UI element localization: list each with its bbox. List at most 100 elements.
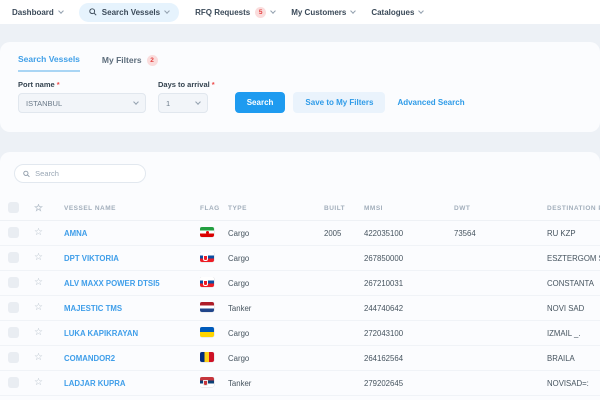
favorite-star-icon[interactable]: ☆ xyxy=(34,353,43,363)
col-flag: FLAG xyxy=(200,205,220,212)
vessel-name-cell: ALV MAXX POWER DTSI5 xyxy=(64,279,200,288)
nav-item-my-customers[interactable]: My Customers xyxy=(291,8,357,17)
vessel-name-link[interactable]: COMANDOR2 xyxy=(64,353,116,363)
tab-search-vessels[interactable]: Search Vessels xyxy=(18,54,80,72)
days-to-arrival-label: Days to arrival * xyxy=(158,80,215,89)
mmsi-cell: 267210031 xyxy=(364,278,404,288)
destination-cell: CONSTANTA xyxy=(547,278,594,288)
row-checkbox[interactable] xyxy=(8,376,19,388)
row-star-cell: ☆ xyxy=(34,353,64,363)
favorite-star-icon[interactable]: ☆ xyxy=(34,228,43,238)
favorite-star-icon[interactable]: ☆ xyxy=(34,328,43,338)
top-navbar: Dashboard Search Vessels RFQ Requests 5 … xyxy=(0,0,600,24)
nav-item-search-vessels[interactable]: Search Vessels xyxy=(78,2,180,22)
filters-card: Search Vessels My Filters 2 Port name * … xyxy=(0,42,600,132)
flag-iran-icon xyxy=(200,227,214,237)
table-row: ☆ DPT VIKTORIA Cargo 267850000 ESZTERGOM STU xyxy=(0,246,600,271)
vessel-name-link[interactable]: MAJESTIC TMS xyxy=(64,303,123,313)
vessel-name-cell: DPT VIKTORIA xyxy=(64,254,200,263)
vessel-name-cell: LUKA KAPIKRAYAN xyxy=(64,329,200,338)
flag-cell xyxy=(200,252,228,264)
vessel-name-link[interactable]: DPT VIKTORIA xyxy=(64,253,119,263)
vessel-name-link[interactable]: AMNA xyxy=(64,228,88,238)
vessel-table-body: ☆ AMNA Cargo 2005 422035100 73564 RU KZP ☆ DPT V… xyxy=(0,221,600,400)
flag-slovakia-icon xyxy=(200,277,214,287)
row-checkbox-cell xyxy=(8,351,34,365)
row-checkbox[interactable] xyxy=(8,251,19,263)
mmsi-cell: 267850000 xyxy=(364,253,404,263)
favorite-star-icon[interactable]: ☆ xyxy=(34,378,43,388)
flag-slovakia-icon xyxy=(200,252,214,262)
row-checkbox[interactable] xyxy=(8,351,19,363)
vessel-name-link[interactable]: LUKA KAPIKRAYAN xyxy=(64,328,139,338)
chevron-down-icon xyxy=(133,99,139,105)
destination-cell: IZMAIL _. xyxy=(547,328,581,338)
row-star-cell: ☆ xyxy=(34,328,64,338)
filter-buttons: Search Save to My Filters Advanced Searc… xyxy=(234,92,469,113)
type-cell: Tanker xyxy=(228,303,252,313)
type-cell: Cargo xyxy=(228,278,250,288)
col-type: TYPE xyxy=(228,205,247,212)
table-row: ☆GASLOG CHELSEATanker201031067000086353E… xyxy=(0,396,600,400)
tab-label: My Filters xyxy=(101,55,142,65)
nav-item-label: Search Vessels xyxy=(101,7,161,17)
vessel-name-cell: LADJAR KUPRA xyxy=(64,379,200,388)
favorite-star-icon[interactable]: ☆ xyxy=(34,303,43,313)
destination-cell: NOVISAD=: xyxy=(547,378,589,388)
nav-item-catalogues[interactable]: Catalogues xyxy=(371,8,425,17)
port-name-select[interactable]: ISTANBUL xyxy=(18,93,146,113)
days-to-arrival-value: 1 xyxy=(166,98,171,108)
rfq-count-badge: 5 xyxy=(255,6,267,18)
col-mmsi: MMSI xyxy=(364,205,383,212)
row-star-cell: ☆ xyxy=(34,253,64,263)
row-checkbox-cell xyxy=(8,301,34,315)
favorite-star-icon[interactable]: ☆ xyxy=(34,253,43,263)
chevron-down-icon xyxy=(418,8,425,14)
table-row: ☆ LUKA KAPIKRAYAN Cargo 272043100 IZMAIL _. xyxy=(0,321,600,346)
col-vessel-name: VESSEL NAME xyxy=(64,205,116,212)
row-checkbox-cell xyxy=(8,326,34,340)
star-icon: ☆ xyxy=(34,203,44,214)
table-search-box[interactable] xyxy=(14,164,146,183)
nav-item-rfq-requests[interactable]: RFQ Requests 5 xyxy=(195,6,277,18)
header-star-cell: ☆ xyxy=(34,204,64,214)
row-star-cell: ☆ xyxy=(34,228,64,238)
type-cell: Tanker xyxy=(228,378,252,388)
required-asterisk: * xyxy=(56,80,60,89)
tab-label: Search Vessels xyxy=(18,54,80,64)
table-row: ☆ AMNA Cargo 2005 422035100 73564 RU KZP xyxy=(0,221,600,246)
row-checkbox-cell xyxy=(8,226,34,240)
row-star-cell: ☆ xyxy=(34,303,64,313)
row-checkbox[interactable] xyxy=(8,226,19,238)
type-cell: Cargo xyxy=(228,328,250,338)
select-all-checkbox[interactable] xyxy=(8,202,19,213)
type-cell: Cargo xyxy=(228,353,250,363)
nav-item-label: Dashboard xyxy=(12,7,54,17)
row-checkbox[interactable] xyxy=(8,276,19,288)
advanced-search-button[interactable]: Advanced Search xyxy=(393,92,468,113)
table-row: ☆ LADJAR KUPRA Tanker 279202645 NOVISAD=: xyxy=(0,371,600,396)
col-built: BUILT xyxy=(324,205,346,212)
search-button[interactable]: Search xyxy=(234,92,286,113)
save-to-my-filters-button[interactable]: Save to My Filters xyxy=(293,92,386,113)
flag-cell xyxy=(200,352,228,364)
search-icon xyxy=(23,170,30,177)
tabs: Search Vessels My Filters 2 xyxy=(14,54,586,72)
tab-my-filters[interactable]: My Filters 2 xyxy=(102,54,158,72)
vessel-name-link[interactable]: ALV MAXX POWER DTSI5 xyxy=(64,278,160,288)
row-star-cell: ☆ xyxy=(34,278,64,288)
row-checkbox[interactable] xyxy=(8,326,19,338)
days-to-arrival-select[interactable]: 1 xyxy=(158,93,208,113)
nav-item-dashboard[interactable]: Dashboard xyxy=(12,7,64,17)
port-name-value: ISTANBUL xyxy=(26,98,63,108)
destination-cell: ESZTERGOM STU xyxy=(547,253,600,263)
header-checkbox-cell xyxy=(8,202,34,215)
dwt-cell: 73564 xyxy=(454,228,476,238)
col-dwt: DWT xyxy=(454,205,471,212)
mmsi-cell: 422035100 xyxy=(364,228,404,238)
vessel-name-link[interactable]: LADJAR KUPRA xyxy=(64,378,126,388)
table-search-input[interactable] xyxy=(35,169,137,178)
row-checkbox[interactable] xyxy=(8,301,19,313)
favorite-star-icon[interactable]: ☆ xyxy=(34,278,43,288)
vessel-name-cell: MAJESTIC TMS xyxy=(64,304,200,313)
